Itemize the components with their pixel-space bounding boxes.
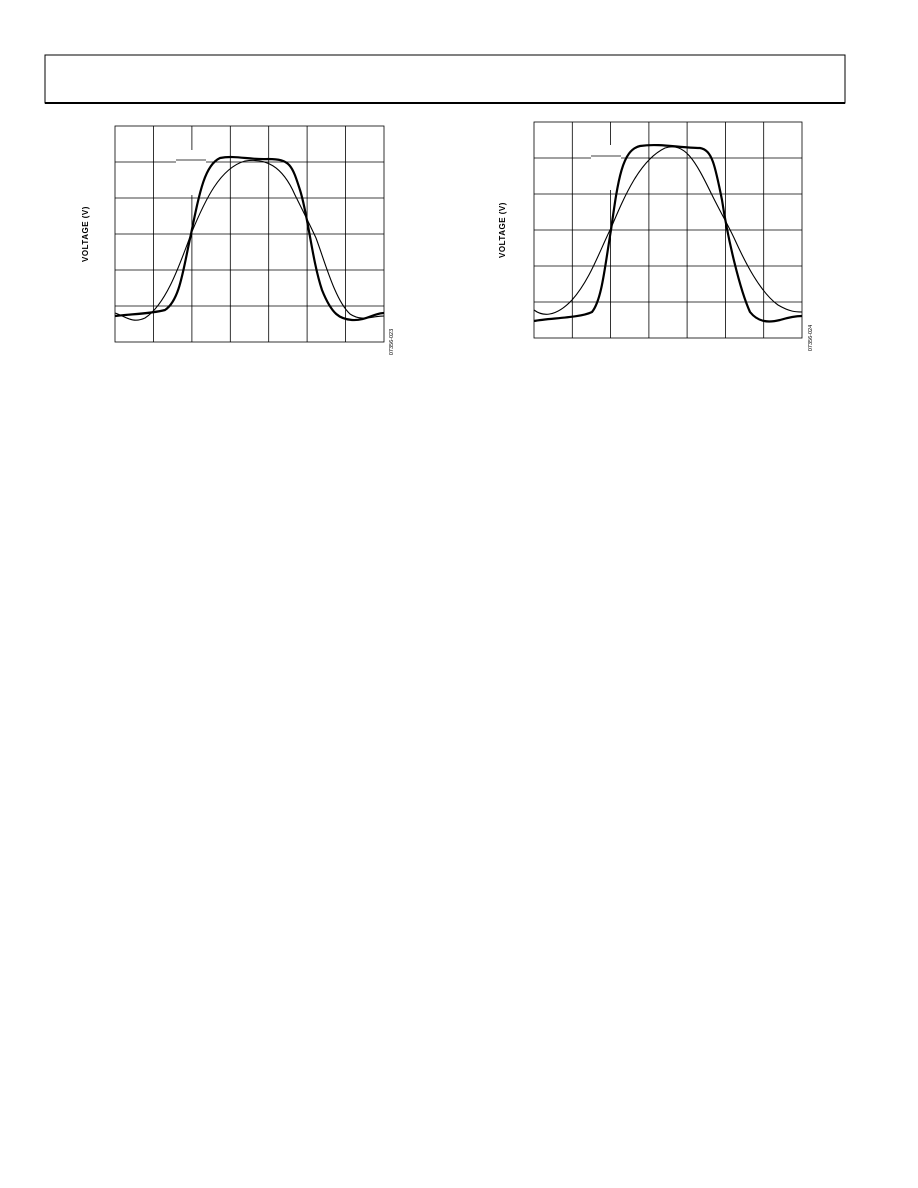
y-axis-label: VOLTAGE (V) [81,206,90,262]
plot-frame [533,121,803,339]
figure-code: 07356-023 [389,329,395,355]
plot-frame [114,125,385,343]
trace-sharp [533,143,803,323]
y-axis-label: VOLTAGE (V) [498,202,507,258]
header [44,54,846,104]
figure-code: 07356-024 [808,325,814,351]
trace-smooth [114,159,385,321]
trace-sharp [114,155,385,322]
marker-gap [591,145,621,190]
figure-left: VOLTAGE (V) 07356-023 [81,125,395,355]
figure-right: VOLTAGE (V) 07356-024 [498,121,814,351]
header-box [44,54,846,104]
trace-smooth [533,146,803,315]
grid [534,122,802,338]
